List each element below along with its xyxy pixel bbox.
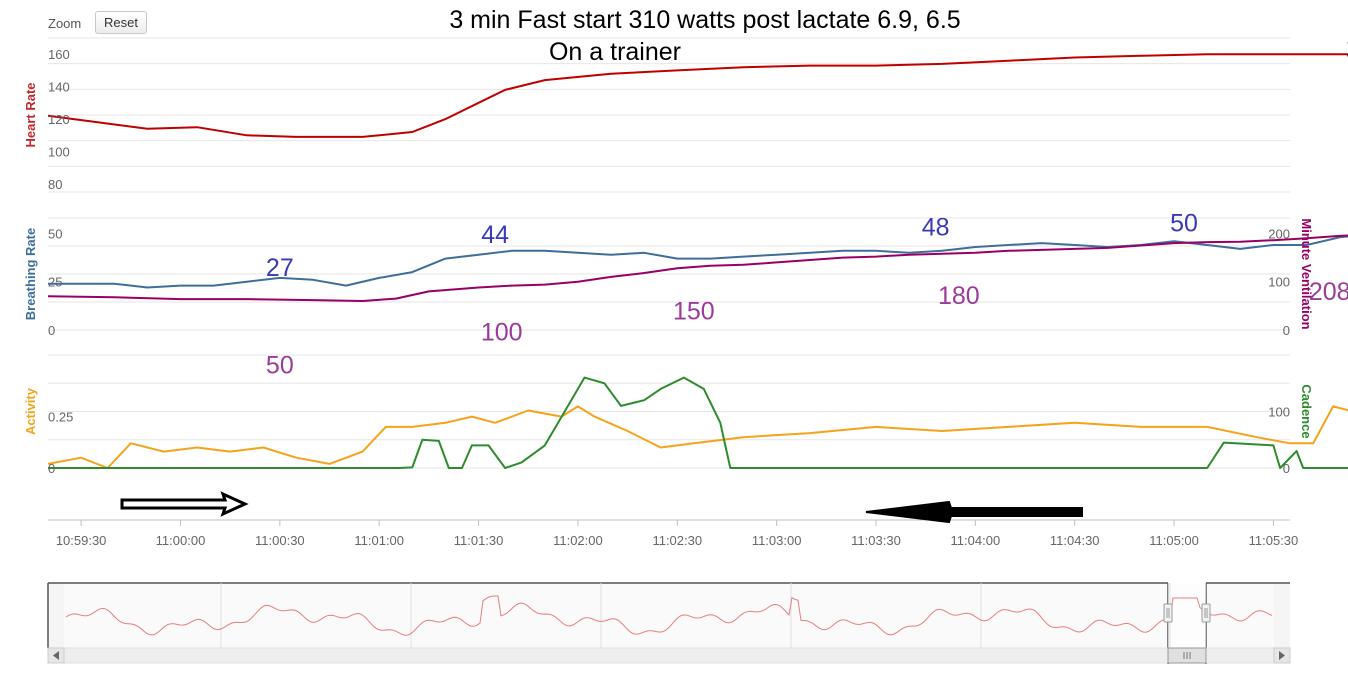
annotation-label: 50 bbox=[266, 351, 294, 379]
y-tick-label: 0 bbox=[48, 461, 55, 476]
annotation-label: 27 bbox=[266, 254, 294, 282]
annotation-label: 208 bbox=[1309, 278, 1348, 306]
x-tick-label: 10:59:30 bbox=[56, 533, 107, 548]
navigator-handle-left[interactable] bbox=[1163, 603, 1173, 623]
reset-zoom-button[interactable]: Reset bbox=[95, 11, 147, 34]
annotation-label: 50 bbox=[1170, 209, 1198, 237]
y-right-tick-label: 0 bbox=[1283, 461, 1290, 476]
y-axis-title-right: Minute Ventilation bbox=[1299, 218, 1314, 329]
x-tick-label: 11:00:00 bbox=[156, 533, 206, 548]
right-arrow-icon bbox=[120, 491, 249, 517]
y-right-tick-label: 100 bbox=[1268, 405, 1290, 420]
x-tick-label: 11:03:00 bbox=[752, 533, 802, 548]
left-arrow-icon bbox=[865, 500, 1083, 524]
y-axis-title-right: Cadence bbox=[1299, 384, 1314, 438]
annotation-label: 48 bbox=[922, 213, 950, 241]
scroll-left-icon bbox=[53, 651, 59, 660]
scrollbar-track[interactable] bbox=[47, 647, 1291, 664]
y-tick-label: 25 bbox=[48, 275, 62, 290]
y-tick-label: 0.25 bbox=[48, 410, 73, 425]
navigator-handle-right[interactable] bbox=[1201, 603, 1211, 623]
series-line-heart-rate bbox=[47, 53, 1348, 138]
x-tick-label: 11:05:00 bbox=[1149, 533, 1199, 548]
x-tick-label: 11:01:00 bbox=[354, 533, 404, 548]
left-arrow-icon-shape bbox=[865, 500, 1083, 524]
navigator-window[interactable] bbox=[1168, 583, 1206, 648]
y-tick-label: 140 bbox=[48, 80, 70, 95]
y-tick-label: 80 bbox=[48, 177, 62, 192]
navigator-plot-area bbox=[64, 583, 1274, 648]
y-axis-title: Activity bbox=[23, 387, 38, 435]
annotation-label: 100 bbox=[481, 319, 523, 347]
y-tick-label: 50 bbox=[48, 226, 62, 241]
series-line-cadence bbox=[48, 376, 1348, 469]
x-tick-label: 11:01:30 bbox=[454, 533, 504, 548]
y-right-tick-label: 100 bbox=[1268, 275, 1290, 290]
x-tick-label: 11:04:00 bbox=[951, 533, 1001, 548]
x-tick-label: 11:04:30 bbox=[1050, 533, 1100, 548]
scroll-right-icon bbox=[1279, 651, 1285, 660]
series-line-breathing-rate bbox=[48, 235, 1348, 289]
series-line-activity bbox=[47, 405, 1348, 469]
series-line-minute-ventilation bbox=[47, 234, 1348, 302]
y-right-tick-label: 0 bbox=[1283, 323, 1290, 338]
y-axis-title: Heart Rate bbox=[23, 82, 38, 147]
x-tick-label: 11:02:30 bbox=[652, 533, 702, 548]
y-right-tick-label: 200 bbox=[1268, 226, 1290, 241]
y-tick-label: 100 bbox=[48, 144, 70, 159]
annotation-label: 44 bbox=[481, 221, 509, 249]
chart-subtitle: On a trainer bbox=[548, 38, 681, 66]
y-axis-title: Breathing Rate bbox=[23, 228, 38, 320]
x-tick-label: 11:02:00 bbox=[553, 533, 603, 548]
annotation-label: 180 bbox=[938, 282, 980, 310]
right-arrow-icon-shape bbox=[120, 491, 249, 517]
y-tick-label: 120 bbox=[48, 112, 70, 127]
y-tick-label: 160 bbox=[48, 47, 70, 62]
annotation-label: 150 bbox=[673, 297, 715, 325]
annotation-label: 162 bbox=[1345, 34, 1348, 62]
x-tick-label: 11:00:30 bbox=[255, 533, 305, 548]
x-tick-label: 11:03:30 bbox=[851, 533, 901, 548]
zoom-label: Zoom bbox=[48, 16, 82, 31]
chart-title: 3 min Fast start 310 watts post lactate … bbox=[449, 6, 961, 34]
y-tick-label: 0 bbox=[48, 323, 55, 338]
x-tick-label: 11:05:30 bbox=[1249, 533, 1299, 548]
navigator-series-line bbox=[65, 595, 1273, 636]
